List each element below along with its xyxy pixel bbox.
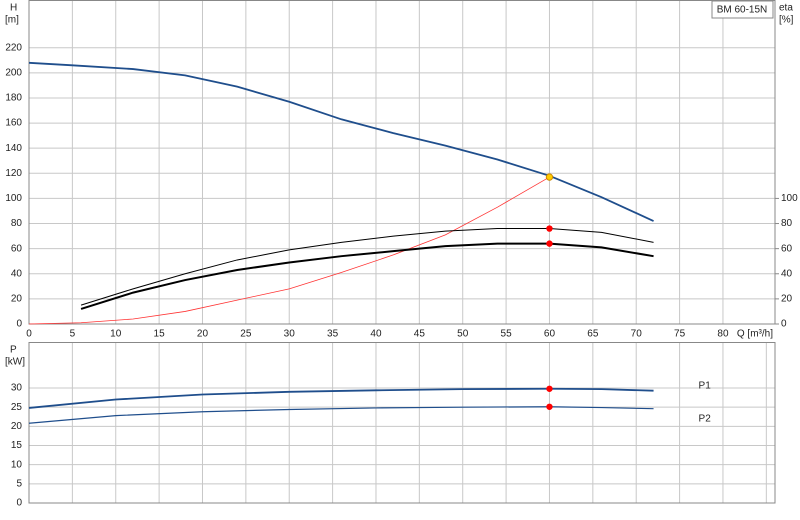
y-tick-label: 0 bbox=[16, 319, 22, 330]
x-tick-label: 70 bbox=[631, 329, 643, 340]
curve bbox=[80, 242, 654, 310]
x-tick-label: 30 bbox=[284, 329, 296, 340]
x-tick-label: 80 bbox=[717, 329, 729, 340]
curve bbox=[28, 61, 654, 222]
x-tick-label: 55 bbox=[501, 329, 513, 340]
y2-axis-label: eta bbox=[779, 3, 793, 14]
y-tick-label: 60 bbox=[11, 243, 23, 254]
x-axis-label: Q [m³/h] bbox=[737, 329, 773, 340]
y2-tick-label: 60 bbox=[781, 243, 793, 254]
y-tick-label: 200 bbox=[5, 67, 22, 78]
y-tick-label: 100 bbox=[5, 193, 22, 204]
y2-axis-unit: [%] bbox=[779, 15, 794, 26]
operating-point bbox=[546, 225, 553, 232]
x-tick-label: 10 bbox=[110, 329, 122, 340]
x-tick-label: 45 bbox=[414, 329, 426, 340]
operating-point bbox=[545, 173, 554, 181]
x-tick-label: 20 bbox=[197, 329, 209, 340]
x-tick-label: 15 bbox=[154, 329, 166, 340]
y-tick-label: 80 bbox=[11, 218, 23, 229]
y-tick-label: 180 bbox=[5, 93, 22, 104]
y2-tick-label: 40 bbox=[781, 268, 793, 279]
legend-label: P1 bbox=[699, 380, 712, 391]
y-tick-label: 10 bbox=[11, 459, 23, 470]
curve bbox=[80, 228, 654, 306]
y-tick-label: 5 bbox=[16, 478, 22, 489]
plot-frame bbox=[28, 0, 776, 325]
x-tick-label: 25 bbox=[240, 329, 252, 340]
y2-tick-label: 80 bbox=[781, 218, 793, 229]
curve bbox=[28, 176, 550, 325]
y-tick-label: 20 bbox=[11, 294, 23, 305]
y-axis-unit: [m] bbox=[5, 15, 19, 26]
curve bbox=[28, 406, 654, 424]
x-tick-label: 65 bbox=[587, 329, 599, 340]
y-tick-label: 140 bbox=[5, 143, 22, 154]
y-axis-label: H bbox=[10, 3, 17, 14]
y2-tick-label: 100 bbox=[781, 193, 798, 204]
y-tick-label: 30 bbox=[11, 383, 23, 394]
x-tick-label: 0 bbox=[26, 329, 32, 340]
plot-frame bbox=[28, 342, 776, 504]
operating-point bbox=[546, 403, 553, 410]
y-tick-label: 15 bbox=[11, 440, 23, 451]
y2-tick-label: 20 bbox=[781, 294, 793, 305]
y-tick-label: 220 bbox=[5, 42, 22, 53]
x-tick-label: 35 bbox=[327, 329, 339, 340]
operating-point bbox=[546, 240, 553, 247]
title-box bbox=[711, 0, 774, 19]
x-tick-label: 5 bbox=[70, 329, 76, 340]
y2-tick-label: 0 bbox=[781, 319, 787, 330]
y-tick-label: 160 bbox=[5, 118, 22, 129]
x-tick-label: 40 bbox=[370, 329, 382, 340]
y-tick-label: 120 bbox=[5, 168, 22, 179]
operating-point bbox=[546, 385, 553, 392]
y-tick-label: 0 bbox=[16, 498, 22, 509]
y-tick-label: 20 bbox=[11, 421, 23, 432]
x-tick-label: 75 bbox=[674, 329, 686, 340]
x-tick-label: 50 bbox=[457, 329, 469, 340]
y-tick-label: 25 bbox=[11, 402, 23, 413]
chart-title: BM 60-15N bbox=[717, 5, 768, 16]
y-tick-label: 40 bbox=[11, 268, 23, 279]
curve bbox=[28, 387, 654, 409]
x-tick-label: 60 bbox=[544, 329, 556, 340]
legend-label: P2 bbox=[699, 413, 712, 424]
y-axis-unit: [kW] bbox=[5, 357, 25, 368]
y-axis-label: P bbox=[10, 345, 17, 356]
